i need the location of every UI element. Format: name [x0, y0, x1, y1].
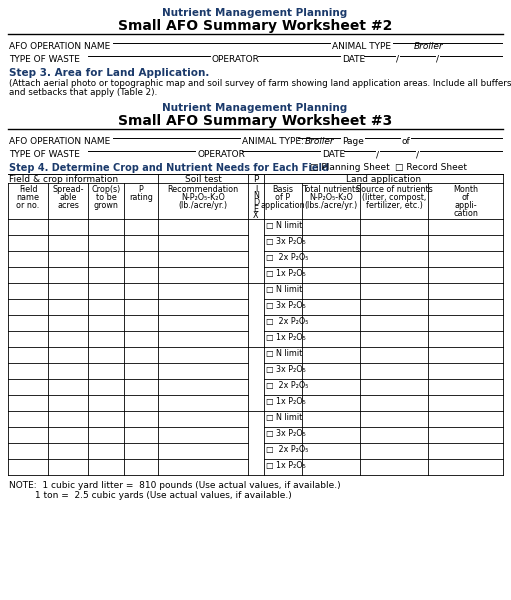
Text: □ 1x P₂O₅: □ 1x P₂O₅	[266, 269, 306, 278]
Text: AFO OPERATION NAME: AFO OPERATION NAME	[9, 42, 110, 51]
Text: (Attach aerial photo or topographic map and soil survey of farm showing land app: (Attach aerial photo or topographic map …	[9, 79, 511, 88]
Text: /: /	[416, 150, 419, 159]
Text: □ 1x P₂O₅: □ 1x P₂O₅	[266, 333, 306, 342]
Text: □  2x P₂O₅: □ 2x P₂O₅	[266, 317, 308, 326]
Text: Month: Month	[453, 185, 478, 194]
Text: Broiler: Broiler	[305, 137, 335, 146]
Text: Page: Page	[342, 137, 364, 146]
Text: NOTE:  1 cubic yard litter =  810 pounds (Use actual values, if available.): NOTE: 1 cubic yard litter = 810 pounds (…	[9, 481, 341, 490]
Text: of: of	[402, 137, 411, 146]
Text: □ 3x P₂O₅: □ 3x P₂O₅	[266, 301, 306, 310]
Text: grown: grown	[94, 201, 119, 210]
Text: Small AFO Summary Worksheet #3: Small AFO Summary Worksheet #3	[118, 114, 392, 128]
Text: Field: Field	[19, 185, 37, 194]
Text: Nutrient Management Planning: Nutrient Management Planning	[162, 8, 347, 18]
Text: of: of	[461, 193, 470, 202]
Text: 1 ton =  2.5 cubic yards (Use actual values, if available.): 1 ton = 2.5 cubic yards (Use actual valu…	[9, 491, 292, 500]
Text: cation: cation	[453, 209, 478, 218]
Text: /: /	[396, 55, 399, 64]
Text: fertilizer, etc.): fertilizer, etc.)	[365, 201, 423, 210]
Text: X: X	[253, 211, 259, 220]
Text: Small AFO Summary Worksheet #2: Small AFO Summary Worksheet #2	[118, 19, 392, 33]
Text: rating: rating	[129, 193, 153, 202]
Text: appli-: appli-	[454, 201, 477, 210]
Text: Spread-: Spread-	[52, 185, 84, 194]
Text: (litter, compost,: (litter, compost,	[362, 193, 426, 202]
Text: Nutrient Management Planning: Nutrient Management Planning	[162, 103, 347, 113]
Text: □  2x P₂O₅: □ 2x P₂O₅	[266, 253, 308, 262]
Text: □  2x P₂O₅: □ 2x P₂O₅	[266, 445, 308, 454]
Text: able: able	[59, 193, 77, 202]
Text: OPERATOR: OPERATOR	[212, 55, 260, 64]
Text: □ 3x P₂O₅: □ 3x P₂O₅	[266, 429, 306, 438]
Text: I: I	[255, 185, 257, 194]
Text: □ N limit: □ N limit	[266, 285, 302, 294]
Text: □ Planning Sheet: □ Planning Sheet	[310, 163, 390, 172]
Text: □ N limit: □ N limit	[266, 349, 302, 358]
Text: Land application: Land application	[346, 175, 421, 184]
Text: □ 1x P₂O₅: □ 1x P₂O₅	[266, 397, 306, 406]
Text: Basis: Basis	[272, 185, 293, 194]
Text: TYPE OF WASTE: TYPE OF WASTE	[9, 55, 80, 64]
Text: N-P₂O₅-K₂O: N-P₂O₅-K₂O	[309, 193, 353, 202]
Text: P: P	[253, 175, 259, 184]
Text: AFO OPERATION NAME: AFO OPERATION NAME	[9, 137, 110, 146]
Text: Recommendation: Recommendation	[168, 185, 239, 194]
Text: /: /	[436, 55, 439, 64]
Text: of P: of P	[275, 193, 291, 202]
Text: □ N limit: □ N limit	[266, 413, 302, 422]
Text: Step 3. Area for Land Application.: Step 3. Area for Land Application.	[9, 68, 210, 78]
Text: □ N limit: □ N limit	[266, 221, 302, 230]
Text: ANIMAL TYPE: ANIMAL TYPE	[332, 42, 391, 51]
Text: □ 3x P₂O₅: □ 3x P₂O₅	[266, 365, 306, 374]
Text: □ Record Sheet: □ Record Sheet	[395, 163, 467, 172]
Text: DATE: DATE	[342, 55, 365, 64]
Text: E: E	[253, 205, 259, 214]
Text: OPERATOR: OPERATOR	[197, 150, 245, 159]
Text: application: application	[261, 201, 305, 210]
Text: □ 1x P₂O₅: □ 1x P₂O₅	[266, 461, 306, 470]
Text: Step 4. Determine Crop and Nutrient Needs for Each Field: Step 4. Determine Crop and Nutrient Need…	[9, 163, 329, 173]
Text: (lbs./acre/yr.): (lbs./acre/yr.)	[305, 201, 358, 210]
Text: (lb./acre/yr.): (lb./acre/yr.)	[178, 201, 227, 210]
Text: TYPE OF WASTE: TYPE OF WASTE	[9, 150, 80, 159]
Text: to be: to be	[96, 193, 117, 202]
Text: Broiler: Broiler	[414, 42, 444, 51]
Text: □  2x P₂O₅: □ 2x P₂O₅	[266, 381, 308, 390]
Text: Source of nutrients: Source of nutrients	[356, 185, 432, 194]
Text: DATE: DATE	[322, 150, 345, 159]
Text: □ 3x P₂O₅: □ 3x P₂O₅	[266, 237, 306, 246]
Text: name: name	[16, 193, 39, 202]
Text: Crop(s): Crop(s)	[91, 185, 121, 194]
Text: Soil test: Soil test	[184, 175, 221, 184]
Text: N: N	[253, 191, 259, 200]
Text: N-P₂O₅-K₂O: N-P₂O₅-K₂O	[181, 193, 225, 202]
Text: P: P	[138, 185, 144, 194]
Text: acres: acres	[57, 201, 79, 210]
Text: Field & crop information: Field & crop information	[9, 175, 118, 184]
Text: /: /	[376, 150, 379, 159]
Text: ANIMAL TYPE:: ANIMAL TYPE:	[242, 137, 304, 146]
Text: and setbacks that apply (Table 2).: and setbacks that apply (Table 2).	[9, 88, 157, 97]
Text: D: D	[253, 198, 259, 207]
Text: Total nutrients: Total nutrients	[303, 185, 360, 194]
Text: or no.: or no.	[16, 201, 40, 210]
